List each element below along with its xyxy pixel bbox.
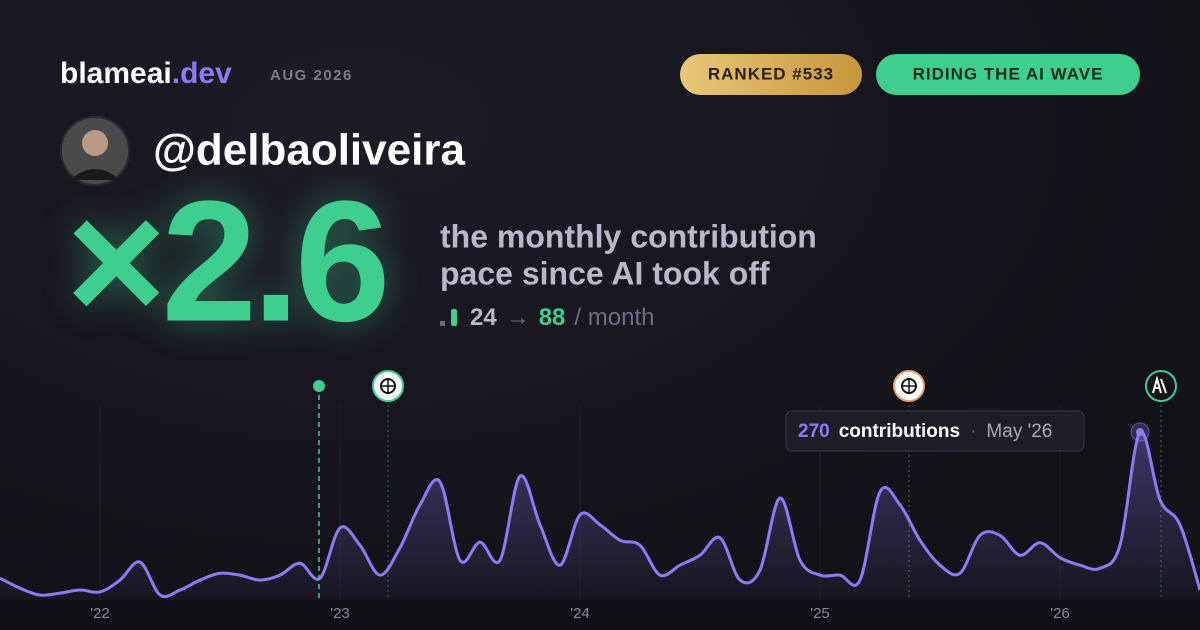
brand-suffix: .dev — [172, 57, 232, 90]
event-icon-openai — [372, 370, 404, 402]
x-axis-band — [0, 600, 1200, 630]
x-tick-label: '23 — [330, 605, 350, 622]
area — [0, 431, 1200, 600]
event-icon-openai — [893, 370, 925, 402]
badge-rank — [680, 54, 862, 95]
brand: blameai.dev — [60, 57, 232, 90]
username: @delbaoliveira — [153, 126, 465, 175]
avatar-body — [70, 169, 120, 180]
badge-rank-text: RANKED #533 — [708, 64, 834, 83]
peak-dot — [1136, 428, 1144, 437]
pace-after: 88 — [539, 304, 566, 331]
x-tick-label: '24 — [570, 605, 590, 622]
tooltip-separator: · — [970, 421, 976, 442]
chart: '22 '23 '24 '25 '26 — [0, 405, 1200, 622]
tooltip — [785, 410, 1085, 452]
badge-wave — [876, 54, 1140, 95]
avatar-face — [82, 130, 108, 156]
x-tick-label: '22 — [90, 605, 110, 622]
event-dot — [313, 380, 325, 392]
brand-name: blameai — [60, 57, 172, 90]
line — [0, 430, 1200, 599]
description-line: the monthly contribution — [440, 218, 817, 254]
x-tick-label: '25 — [810, 605, 830, 622]
tooltip-value: 270 — [798, 421, 830, 442]
pace: 24 → 88 / month — [470, 304, 654, 331]
pace-before: 24 — [470, 304, 497, 331]
tooltip-text: 270 contributions · May '26 — [798, 421, 1052, 442]
x-tick-label: '26 — [1050, 605, 1070, 622]
pace-icon-large — [451, 309, 457, 326]
multiplier: ×2.6 — [66, 165, 386, 357]
tooltip-label: contributions — [839, 421, 960, 442]
description-line: pace since AI took off — [440, 255, 770, 291]
badge-wave-text: RIDING THE AI WAVE — [913, 64, 1104, 83]
pace-arrow: → — [506, 304, 530, 331]
pace-unit: / month — [574, 304, 654, 331]
event-icon-anthropic — [1145, 370, 1177, 402]
tooltip-date: May '26 — [986, 421, 1052, 442]
date: AUG 2026 — [270, 67, 353, 84]
pace-icon-small — [440, 321, 445, 326]
